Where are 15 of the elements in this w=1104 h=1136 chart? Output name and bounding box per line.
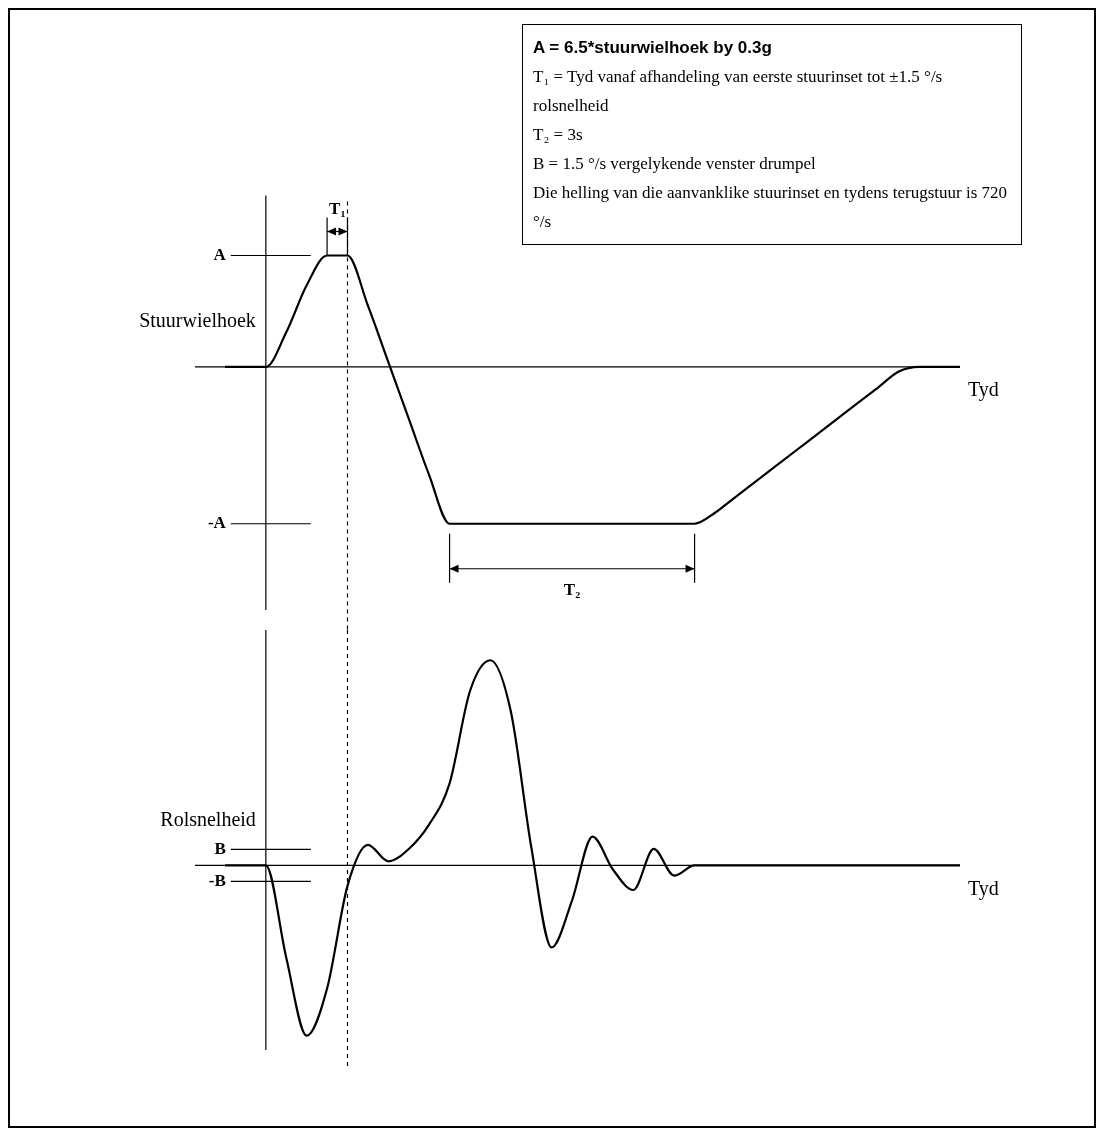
- text: B = 1.5 °/s vergelykende venster drumpel: [533, 153, 817, 175]
- text: T₁ = Tyd vanaf afhandeling van eerste stuurinset tot ±1.5 °/s rolsnelheid: [533, 66, 944, 117]
- y-axis-title: Stuurwielhoek: [139, 309, 256, 332]
- annotation: -B: [208, 870, 226, 890]
- x-axis-title: Tyd: [968, 378, 999, 402]
- text: T₁: [329, 198, 346, 218]
- text: A = 6.5*stuurwielhoek by 0.3g: [533, 37, 773, 59]
- text: Die helling van die aanvanklike stuurinset en tydens terugstuur is 720 °/s: [533, 182, 1008, 233]
- annotation: A: [213, 244, 227, 264]
- y-axis-title: Rolsnelheid: [160, 807, 256, 830]
- annotation: -A: [207, 513, 227, 533]
- annotation: B: [214, 838, 226, 858]
- text: T₂ = 3s: [533, 124, 584, 146]
- x-axis-title: Tyd: [968, 876, 999, 900]
- text: T₂: [563, 580, 581, 600]
